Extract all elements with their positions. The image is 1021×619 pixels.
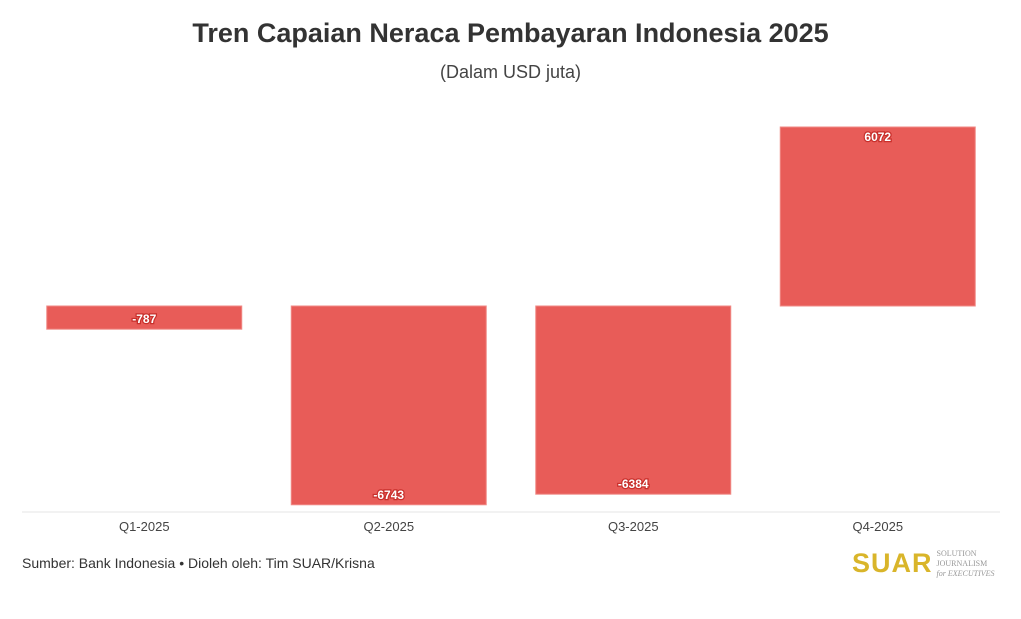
x-tick-label: Q4-2025: [852, 519, 903, 534]
logo-tagline-2: for EXECUTIVES: [936, 568, 995, 578]
data-label: -6743: [373, 488, 404, 502]
suar-logo: SUAR SOLUTION JOURNALISM for EXECUTIVES: [852, 548, 1021, 579]
logo-tagline-1: SOLUTION JOURNALISM: [936, 548, 988, 568]
x-tick-label: Q1-2025: [119, 519, 170, 534]
bar-Q1-2025: [46, 305, 243, 330]
x-tick-label: Q3-2025: [608, 519, 659, 534]
data-label: 6072: [864, 130, 891, 144]
bar-Q4-2025: [779, 126, 976, 307]
source-note: Sumber: Bank Indonesia • Dioleh oleh: Ti…: [22, 555, 375, 571]
data-label: -787: [132, 312, 156, 326]
bar-Q3-2025: [535, 305, 732, 495]
logo-text: SUAR: [852, 548, 933, 578]
data-label: -6384: [618, 477, 649, 491]
chart-subtitle: (Dalam USD juta): [439, 62, 582, 82]
x-tick-label: Q2-2025: [363, 519, 414, 534]
chart-title: Tren Capaian Neraca Pembayaran Indonesia…: [192, 18, 829, 48]
bar-Q2-2025: [290, 305, 487, 506]
